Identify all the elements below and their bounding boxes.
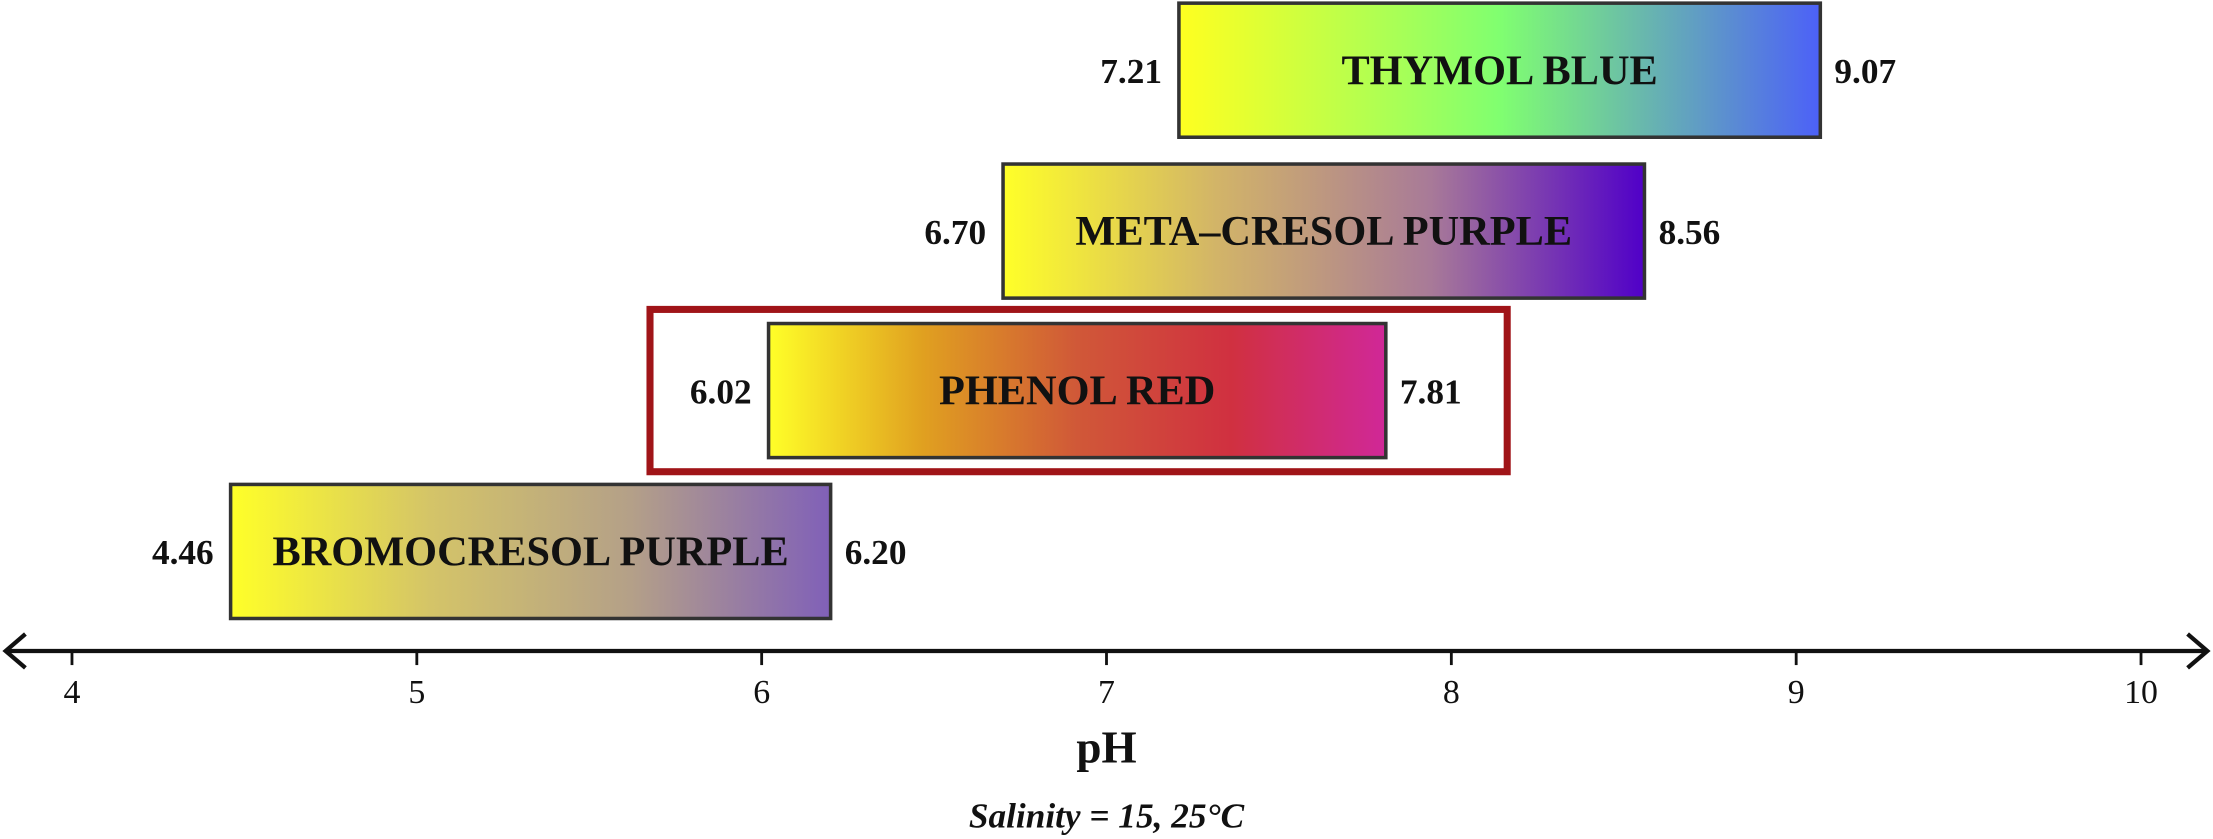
x-tick-label: 5 (408, 674, 425, 711)
highlight-box (646, 305, 1511, 476)
range-start-label: 6.70 (924, 213, 986, 252)
range-end-label: 7.81 (1400, 372, 1462, 411)
indicator-bar-group: PHENOL RED 6.02 7.81 (646, 305, 1511, 476)
range-end-label: 6.20 (845, 533, 907, 572)
axis-arrow-right-icon (2186, 632, 2211, 670)
x-tick-label: 6 (753, 674, 770, 711)
x-tick-label: 4 (64, 674, 81, 711)
indicator-bar (1001, 162, 1647, 300)
indicator-bar-group: THYMOL BLUE 7.21 9.07 (1100, 1, 1896, 139)
range-start-label: 4.46 (152, 533, 214, 572)
indicator-bar (1177, 1, 1823, 139)
x-tick-label: 10 (2124, 674, 2158, 711)
axis-arrow-left-icon (2, 632, 27, 670)
indicator-name-label: META–CRESOL PURPLE (1075, 208, 1572, 255)
x-axis-label: pH (1076, 722, 1136, 772)
indicator-name-label: PHENOL RED (939, 368, 1215, 415)
indicator-bar (228, 482, 833, 621)
x-tick-label: 7 (1098, 674, 1115, 711)
range-start-label: 7.21 (1100, 52, 1162, 91)
x-tick-label: 8 (1443, 674, 1460, 711)
indicator-name-label: THYMOL BLUE (1341, 47, 1657, 94)
range-end-label: 9.07 (1834, 52, 1896, 91)
x-tick-label: 9 (1788, 674, 1805, 711)
x-axis: 4 5 6 7 8 9 10 (2, 632, 2211, 711)
indicator-bar (766, 321, 1388, 460)
indicator-bar-group: META–CRESOL PURPLE 6.70 8.56 (924, 162, 1721, 300)
range-start-label: 6.02 (690, 372, 752, 411)
indicator-bar-group: BROMOCRESOL PURPLE 4.46 6.20 (152, 482, 907, 621)
range-end-label: 8.56 (1659, 213, 1721, 252)
indicator-name-label: BROMOCRESOL PURPLE (272, 529, 788, 576)
chart-subtitle: Salinity = 15, 25°C (969, 796, 1245, 835)
